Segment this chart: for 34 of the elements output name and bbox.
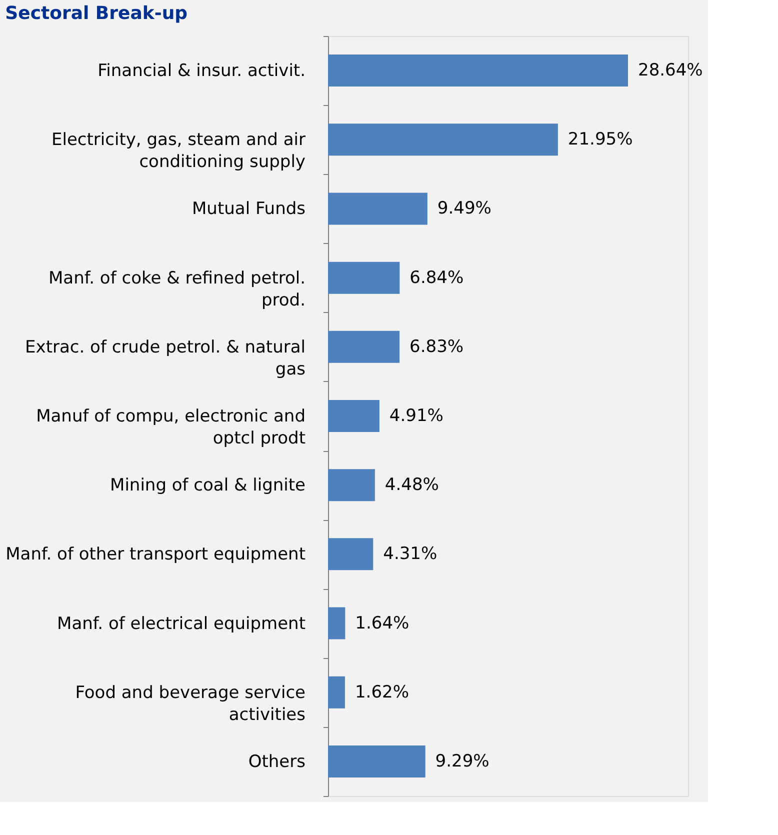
- y-tick-label: Others: [248, 752, 306, 772]
- data-label: 4.31%: [383, 544, 438, 564]
- y-tick-label: Electricity, gas, steam and air conditioning supply: [51, 130, 306, 172]
- y-tick-label: Manf. of electrical equipment: [57, 614, 306, 634]
- y-tick-label: Manf. of coke & refined petrol. prod.: [48, 268, 306, 310]
- y-tick-label: Manf. of other transport equipment: [6, 544, 306, 565]
- data-label: 6.83%: [410, 336, 464, 357]
- y-tick-label: Financial & insur. activit.: [98, 61, 306, 82]
- bar: [328, 330, 400, 363]
- bar: [328, 607, 346, 640]
- bar: [328, 676, 345, 708]
- bar: [328, 262, 400, 294]
- data-label: 1.64%: [355, 613, 410, 634]
- bar: [328, 54, 628, 87]
- y-tick-label: Mining of coal & lignite: [110, 476, 306, 496]
- data-label: 21.95%: [568, 130, 633, 150]
- data-label: 1.62%: [354, 682, 409, 702]
- bar: [328, 469, 375, 502]
- data-label: 9.49%: [437, 198, 492, 219]
- y-tick-label: Manuf of compu, electronic and optcl prodt: [36, 406, 306, 448]
- bar: [328, 192, 428, 225]
- y-tick-label: Mutual Funds: [192, 199, 306, 220]
- data-label: 6.84%: [410, 268, 464, 288]
- bar: [328, 124, 558, 156]
- bar: [328, 538, 374, 570]
- text: Sectoral Break-up: [5, 3, 188, 24]
- data-label: 4.91%: [389, 406, 444, 426]
- y-tick-label: Extrac. of crude petrol. & natural gas: [25, 337, 306, 380]
- data-label: 9.29%: [435, 751, 490, 772]
- bar: [328, 400, 380, 432]
- data-label: 4.48%: [384, 475, 439, 496]
- data-label: 28.64%: [638, 60, 703, 81]
- bar: [328, 745, 426, 778]
- y-tick-label: Food and beverage service activities: [75, 682, 306, 725]
